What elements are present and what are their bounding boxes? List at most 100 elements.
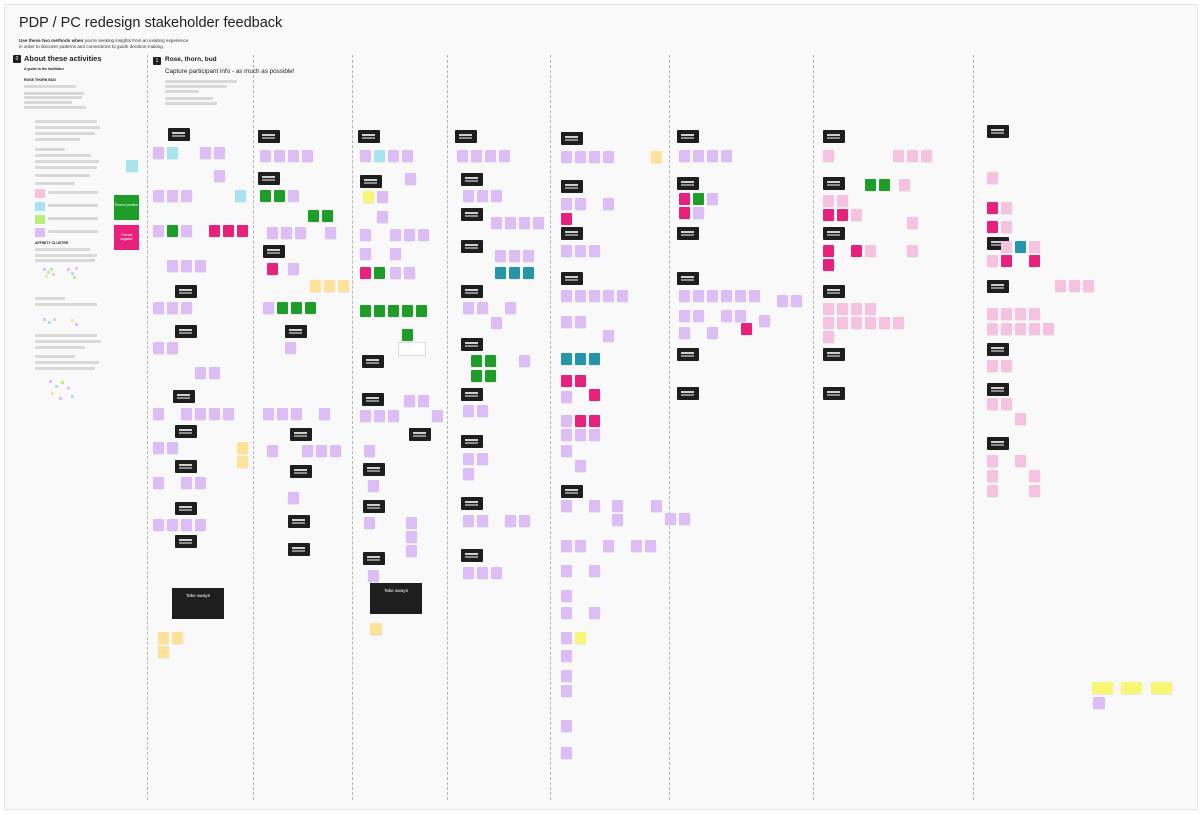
participant-header-card[interactable]: [677, 348, 699, 361]
sticky-note[interactable]: [463, 515, 474, 527]
sticky-note[interactable]: [851, 245, 862, 257]
sticky-note[interactable]: [274, 150, 285, 162]
sticky-note[interactable]: [388, 150, 399, 162]
sticky-note[interactable]: [153, 147, 164, 159]
sticky-note[interactable]: [509, 250, 520, 262]
participant-header-card[interactable]: [461, 240, 483, 253]
sticky-note[interactable]: [390, 248, 401, 260]
sticky-note[interactable]: [575, 198, 586, 210]
sticky-note[interactable]: [167, 442, 178, 454]
sticky-note[interactable]: [477, 405, 488, 417]
sticky-note[interactable]: [404, 395, 415, 407]
sticky-note[interactable]: [291, 408, 302, 420]
sticky-note[interactable]: [209, 225, 220, 237]
sticky-note[interactable]: [679, 327, 690, 339]
sticky-note[interactable]: [1001, 241, 1012, 253]
sticky-note[interactable]: [693, 207, 704, 219]
sticky-note[interactable]: [338, 280, 349, 292]
sticky-note[interactable]: [432, 410, 443, 422]
sticky-note[interactable]: [823, 303, 834, 315]
sticky-note[interactable]: [288, 190, 299, 202]
sticky-note[interactable]: [463, 405, 474, 417]
participant-header-card[interactable]: [461, 388, 483, 401]
sticky-note[interactable]: [575, 415, 586, 427]
sticky-note[interactable]: [645, 540, 656, 552]
sticky-note[interactable]: [302, 150, 313, 162]
sticky-note[interactable]: [209, 408, 220, 420]
sticky-note[interactable]: [167, 260, 178, 272]
sticky-note[interactable]: [223, 225, 234, 237]
participant-header-card[interactable]: [173, 390, 195, 403]
sticky-note[interactable]: [561, 590, 572, 602]
sticky-note[interactable]: [167, 342, 178, 354]
sticky-note[interactable]: [721, 310, 732, 322]
legend-thorns-card[interactable]: Thorns/ negative: [114, 225, 139, 250]
sticky-note[interactable]: [406, 545, 417, 557]
sticky-note[interactable]: [167, 147, 178, 159]
sticky-note[interactable]: [1001, 202, 1012, 214]
sticky-note[interactable]: [707, 327, 718, 339]
sticky-note[interactable]: [374, 150, 385, 162]
participant-header-card[interactable]: [362, 393, 384, 406]
sticky-note[interactable]: [693, 290, 704, 302]
sticky-note[interactable]: [575, 460, 586, 472]
sticky-note[interactable]: [1015, 455, 1026, 467]
sticky-note[interactable]: [575, 151, 586, 163]
sticky-note[interactable]: [523, 267, 534, 279]
participant-header-card[interactable]: [288, 543, 310, 556]
participant-header-card[interactable]: [290, 465, 312, 478]
sticky-note[interactable]: [374, 305, 385, 317]
sticky-note[interactable]: [1043, 323, 1054, 335]
sticky-note[interactable]: [987, 308, 998, 320]
participant-header-card[interactable]: [561, 132, 583, 145]
sticky-note[interactable]: [277, 302, 288, 314]
sticky-note[interactable]: [1015, 308, 1026, 320]
participant-header-card[interactable]: [290, 428, 312, 441]
sticky-note[interactable]: [907, 150, 918, 162]
sticky-note[interactable]: [561, 500, 572, 512]
sticky-note[interactable]: [477, 453, 488, 465]
participant-header-card[interactable]: [360, 175, 382, 188]
sticky-note[interactable]: [390, 267, 401, 279]
sticky-note[interactable]: [126, 160, 138, 172]
sticky-note[interactable]: [987, 255, 998, 267]
sticky-note[interactable]: [368, 480, 379, 492]
about-section-title[interactable]: About these activities: [24, 54, 102, 63]
sticky-note[interactable]: [237, 225, 248, 237]
sticky-note[interactable]: [561, 607, 572, 619]
sticky-note[interactable]: [377, 211, 388, 223]
legend-roses-card[interactable]: Roses/ positive: [114, 195, 139, 220]
sticky-note[interactable]: [463, 468, 474, 480]
sticky-note[interactable]: [288, 150, 299, 162]
sticky-note[interactable]: [721, 150, 732, 162]
sticky-note[interactable]: [519, 355, 530, 367]
sticky-note[interactable]: [418, 229, 429, 241]
participant-header-card[interactable]: [409, 428, 431, 441]
participant-header-card[interactable]: [987, 383, 1009, 396]
sticky-note[interactable]: [1015, 241, 1026, 253]
sticky-note[interactable]: [1015, 413, 1026, 425]
sticky-note[interactable]: [463, 567, 474, 579]
sticky-note[interactable]: [209, 367, 220, 379]
sticky-note[interactable]: [907, 245, 918, 257]
sticky-note[interactable]: [519, 217, 530, 229]
sticky-note[interactable]: [158, 646, 169, 658]
takeaways-card-left[interactable]: Take aways: [172, 588, 224, 619]
participant-header-card[interactable]: [363, 552, 385, 565]
sticky-note[interactable]: [237, 456, 248, 468]
sticky-note[interactable]: [823, 245, 834, 257]
participant-header-card[interactable]: [175, 325, 197, 338]
participant-header-card[interactable]: [823, 177, 845, 190]
sticky-note[interactable]: [495, 250, 506, 262]
sticky-note[interactable]: [1093, 697, 1105, 709]
sticky-note[interactable]: [477, 567, 488, 579]
sticky-note[interactable]: [471, 355, 482, 367]
participant-header-card[interactable]: [461, 549, 483, 562]
sticky-note[interactable]: [360, 305, 371, 317]
sticky-note[interactable]: [617, 290, 628, 302]
sticky-note[interactable]: [370, 623, 382, 635]
sticky-note[interactable]: [631, 540, 642, 552]
sticky-note[interactable]: [195, 408, 206, 420]
sticky-note[interactable]: [406, 531, 417, 543]
sticky-note[interactable]: [295, 227, 306, 239]
